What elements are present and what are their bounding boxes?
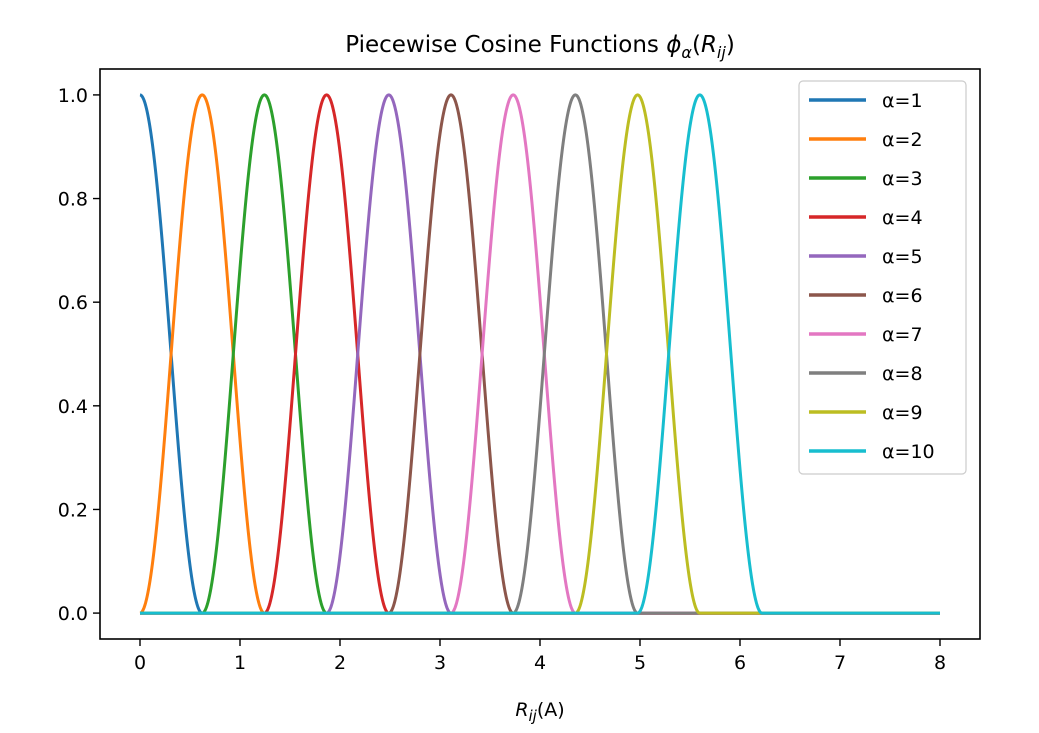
legend-label-7: α=7 <box>882 324 923 346</box>
x-axis-label: Rij(A) <box>515 699 564 725</box>
legend: α=1 α=2 α=3 α=4 α=5 α=6 α=7 α=8 α=9 α=10 <box>798 80 967 475</box>
x-tick-label: 1 <box>234 652 246 674</box>
x-tick-label: 5 <box>634 652 646 674</box>
y-tick-label: 0.6 <box>58 292 88 314</box>
y-tick-label: 1.0 <box>58 85 88 107</box>
x-tick-label: 4 <box>534 652 546 674</box>
x-axis-ticks: 0 1 2 3 4 5 6 7 8 <box>134 639 946 674</box>
plot-lines <box>139 93 941 615</box>
legend-label-8: α=8 <box>882 363 923 385</box>
legend-label-10: α=10 <box>882 441 935 463</box>
legend-label-3: α=3 <box>882 168 923 190</box>
legend-label-6: α=6 <box>882 285 923 307</box>
y-tick-label: 0.2 <box>58 499 88 521</box>
x-tick-label: 3 <box>434 652 446 674</box>
legend-label-5: α=5 <box>882 246 923 268</box>
legend-label-2: α=2 <box>882 129 923 151</box>
legend-label-4: α=4 <box>882 207 923 229</box>
y-tick-label: 0.4 <box>58 396 88 418</box>
y-tick-label: 0.8 <box>58 189 88 211</box>
y-axis-ticks: 0.0 0.2 0.4 0.6 0.8 1.0 <box>58 85 100 625</box>
x-tick-label: 8 <box>934 652 946 674</box>
x-tick-label: 7 <box>834 652 846 674</box>
y-tick-label: 0.0 <box>58 603 88 625</box>
x-tick-label: 2 <box>334 652 346 674</box>
chart-title: Piecewise Cosine Functions ϕα(Rij) <box>345 32 735 62</box>
x-tick-label: 6 <box>734 652 746 674</box>
legend-label-1: α=1 <box>882 90 923 112</box>
legend-label-9: α=9 <box>882 402 923 424</box>
series-line-10 <box>139 93 941 615</box>
x-tick-label: 0 <box>134 652 146 674</box>
